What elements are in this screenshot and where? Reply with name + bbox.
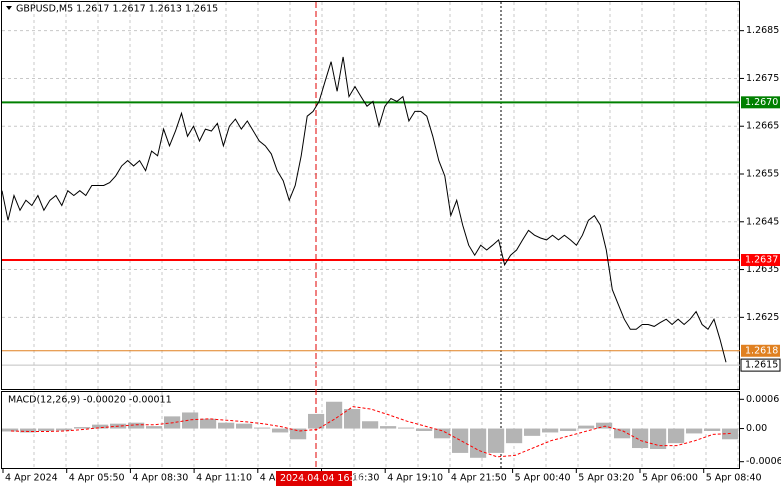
macd-bar [362,421,379,429]
macd-bar [146,426,163,429]
cursor-label-box [276,471,352,486]
macd-bar [236,423,253,429]
macd-title: MACD(12,26,9) -0.00020 -0.00011 [8,395,172,406]
y-tick-label: 1.2665 [746,121,779,132]
macd-bar [272,428,289,433]
x-tick-label: 4 Apr 08:30 [132,473,188,484]
last-price-tag [740,358,781,372]
price-line [1,56,727,363]
macd-bar [488,428,505,453]
macd-y-tick-label: -0.00068 [746,456,781,467]
macd-bar [470,428,487,458]
macd-bar [308,413,325,429]
macd-bar [524,428,541,436]
macd-bar [56,428,73,431]
macd-bar [596,422,613,429]
x-tick-label: 4 Apr 21:50 [451,473,507,484]
y-tick-label: 1.2685 [746,25,779,36]
y-tick-label: 1.2675 [746,73,779,84]
level-label: 1.2637 [745,255,778,266]
symbol-icon [6,6,12,10]
y-tick-label: 1.2655 [746,169,779,180]
x-tick-label: 5 Apr 06:00 [642,473,698,484]
macd-bar [578,425,595,429]
macd-bar [632,428,649,449]
macd-bar [290,428,307,440]
macd-bar [344,409,361,429]
macd-bar [380,426,397,429]
x-tick-label: 4 Apr 11:10 [196,473,252,484]
y-tick-label: 1.2625 [746,312,779,323]
macd-bar [74,427,91,429]
level-label: 1.2670 [745,97,778,108]
x-tick-label: 4 Apr 2024 [5,473,58,484]
macd-bar [542,428,559,433]
macd-y-tick-label: 0.00 [746,423,767,434]
macd-bar [2,428,19,432]
macd-frame [1,391,740,469]
macd-bar [254,427,271,429]
level-label: 1.2618 [745,345,778,356]
macd-bar [704,428,721,431]
macd-bar [128,422,145,429]
macd-y-tick-label: 0.0006 [746,394,779,405]
macd-bar [20,428,37,433]
macd-bar [452,428,469,453]
x-tick-label: 5 Apr 08:40 [706,473,762,484]
main-frame [1,1,740,390]
x-tick-label: 5 Apr 00:40 [515,473,571,484]
y-tick-label: 1.2635 [746,264,779,275]
macd-bar [668,428,685,444]
macd-signal [10,406,732,458]
cursor-label: 2024.04.04 16:10 [280,473,365,484]
macd-bar [560,428,577,431]
macd-bar [686,428,703,434]
macd-bar [218,422,235,429]
chart-title: GBPUSD,M5 1.2617 1.2617 1.2613 1.2615 [16,4,218,15]
level-tag [741,96,780,109]
macd-bar [182,412,199,429]
macd-bar [92,424,109,429]
last-price-label: 1.2615 [745,360,778,371]
macd-bar [200,418,217,429]
macd-bar [398,427,415,429]
x-tick-label: 4 Apr 19:10 [387,473,443,484]
level-tag [741,344,780,357]
macd-bar [326,401,343,429]
y-tick-label: 1.2645 [746,216,779,227]
macd-bar [506,428,523,444]
macd-bar [434,428,451,439]
x-tick-label: 4 Apr 05:50 [69,473,125,484]
level-tag [741,254,780,266]
macd-bar [416,428,433,431]
x-tick-label: 5 Apr 03:20 [578,473,634,484]
macd-bar [650,428,667,450]
macd-bar [614,428,631,439]
macd-bar [38,428,55,431]
